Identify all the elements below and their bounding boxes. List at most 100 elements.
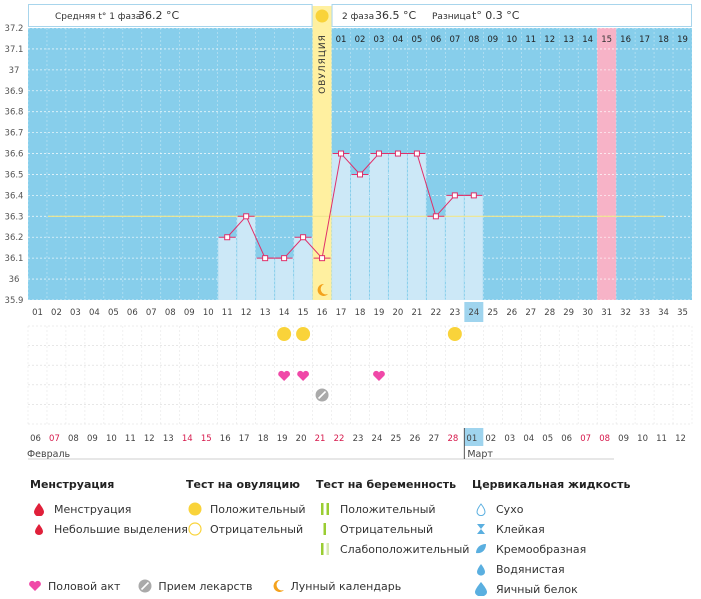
cycle-day-label: 32 (620, 308, 631, 318)
date-label: 27 (428, 434, 439, 444)
y-tick-label: 36.2 (5, 233, 24, 243)
phase1-value: 36.2 °C (138, 9, 179, 22)
ovulation-column: ОВУЛЯЦИЯ (312, 6, 332, 300)
date-label: 01 (466, 434, 477, 444)
legend-label: Кремообразная (496, 542, 587, 556)
cycle-day-label: 11 (222, 308, 233, 318)
legend-item: Положительный (316, 499, 469, 519)
cycle-day-label: 21 (412, 308, 423, 318)
cycle-day-label: 26 (506, 308, 517, 318)
temperature-line (48, 150, 664, 262)
highlight-column (597, 28, 617, 300)
phase2-value: 36.5 °C (375, 9, 416, 22)
cycle-day-label: 02 (51, 308, 62, 318)
date-label: 04 (523, 434, 534, 444)
cycle-day-label: 33 (639, 308, 650, 318)
legend-item: Водянистая (472, 559, 630, 579)
cycle-day-label: 24 (468, 308, 479, 318)
y-tick-label: 36.9 (5, 87, 24, 97)
temperature-bar (275, 258, 294, 300)
chart-axes: 35.9 36 36.1 36.2 36.3 36.4 36.5 36.6 36.7 36.8 36… (5, 24, 688, 322)
legend-label: Сухо (496, 502, 524, 516)
positive-circle-icon (186, 502, 204, 516)
legend-item: Менструация (30, 499, 188, 519)
cycle-day-label: 15 (298, 308, 309, 318)
temperature-point (224, 234, 231, 241)
date-label: 12 (144, 434, 155, 444)
chart-grid (27, 27, 693, 301)
date-label: 18 (258, 434, 269, 444)
phase2-day-label: 17 (639, 35, 650, 45)
cycle-day-label: 29 (563, 308, 574, 318)
date-label: 28 (447, 434, 458, 444)
phase2-box (331, 4, 692, 27)
cycle-day-label: 28 (544, 308, 555, 318)
date-label: 07 (49, 434, 60, 444)
temperature-bar (445, 195, 464, 300)
phase2-day-label: 04 (393, 35, 404, 45)
heart-icon (373, 370, 385, 381)
symptom-grid (27, 325, 693, 425)
phase2-day-label: 05 (412, 35, 423, 45)
legend-item: Отрицательный (316, 519, 469, 539)
legend-item: Клейкая (472, 519, 630, 539)
cycle-day-label: 19 (374, 308, 385, 318)
cycle-day-label: 34 (658, 308, 669, 318)
cycle-day-label: 03 (70, 308, 81, 318)
legend-item: Половой акт (28, 580, 120, 593)
phase2-day-label: 02 (355, 35, 366, 45)
phase2-day-label: 10 (506, 35, 517, 45)
cycle-day-label: 01 (32, 308, 43, 318)
legend-item: Сухо (472, 499, 630, 519)
legend-ovulation-title: Тест на овуляцию (186, 478, 300, 491)
temperature-point (394, 150, 401, 157)
cycle-day-label: 18 (355, 308, 366, 318)
temperature-point (375, 150, 382, 157)
phase2-day-label: 01 (336, 35, 347, 45)
legend-item: Лунный календарь (271, 579, 402, 593)
legend-label: Положительный (340, 502, 436, 516)
legend-menstruation: Менструация Менструация Небольшие выделе… (30, 478, 188, 539)
phase2-day-label: 07 (449, 35, 460, 45)
cycle-day-label: 05 (108, 308, 119, 318)
date-label: 15 (201, 434, 212, 444)
creamy-icon (472, 543, 490, 555)
phase2-day-label: 06 (430, 35, 441, 45)
date-label: 09 (618, 434, 629, 444)
legend-item: Отрицательный (186, 519, 306, 539)
temperature-bar (369, 153, 388, 300)
month-label-left: Февраль (27, 449, 71, 460)
cycle-day-label: 10 (203, 308, 214, 318)
y-tick-label: 36.4 (5, 191, 24, 201)
temperature-bar (256, 258, 275, 300)
moon-icon (317, 283, 329, 296)
cycle-day-label: 09 (184, 308, 195, 318)
moon-icon (271, 579, 285, 593)
ovulation-label: ОВУЛЯЦИЯ (318, 34, 328, 94)
blood-drop-icon (30, 502, 48, 516)
date-label: 22 (334, 434, 345, 444)
date-label: 19 (277, 434, 288, 444)
legend-label: Половой акт (48, 579, 121, 593)
y-tick-label: 37 (9, 66, 20, 76)
negative-circle-icon (186, 522, 204, 536)
legend-label: Лунный календарь (290, 579, 402, 593)
temperature-point (432, 213, 439, 220)
y-tick-label: 37.2 (5, 24, 24, 34)
phase1-label: Средняя t° 1 фаза (55, 12, 141, 22)
temperature-bar (351, 174, 369, 300)
current-month-marker (464, 428, 484, 446)
temperature-bar (388, 153, 407, 300)
temperature-bar (426, 216, 445, 300)
phase2-day-label: 13 (563, 35, 574, 45)
legend-menstruation-title: Менструация (30, 478, 115, 491)
date-label: 03 (504, 434, 515, 444)
temperature-point (451, 192, 458, 199)
temperature-point (338, 150, 345, 157)
phase1-box (28, 4, 313, 27)
double-stripe-icon (316, 503, 334, 515)
heart-icon (278, 370, 290, 381)
weak-stripe-icon (316, 543, 334, 555)
legend-label: Небольшие выделения (54, 522, 188, 536)
date-label: 02 (485, 434, 496, 444)
